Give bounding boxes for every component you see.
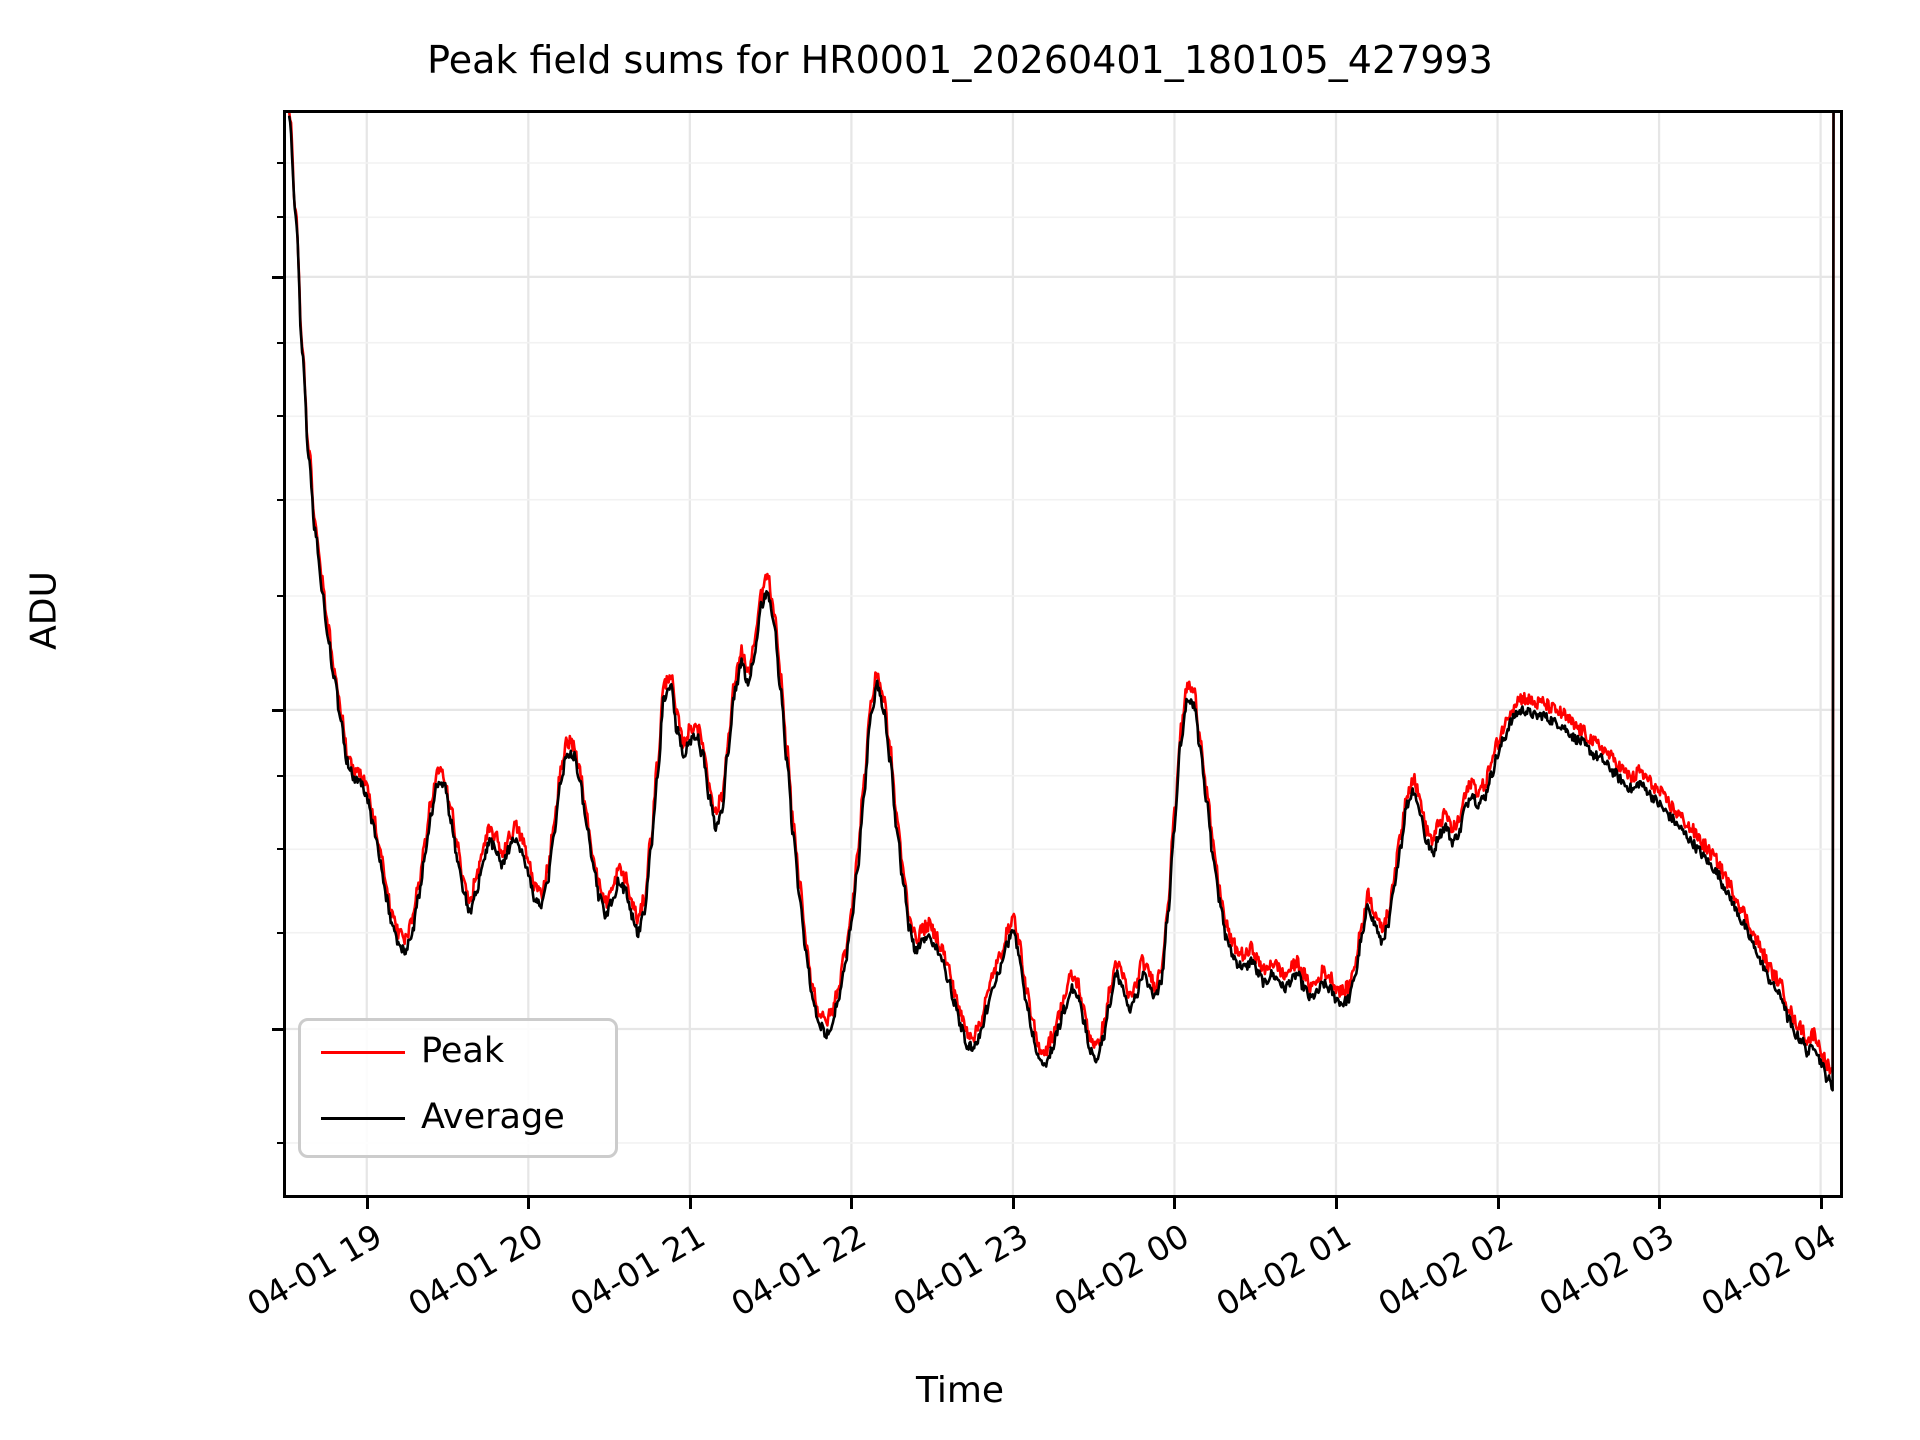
y-tick-mark [272, 1028, 283, 1032]
x-tick-mark [1011, 1198, 1015, 1209]
x-tick-mark [1658, 1198, 1662, 1209]
y-tick-mark [272, 275, 283, 279]
x-tick-mark [1173, 1198, 1177, 1209]
x-tick-mark [1496, 1198, 1500, 1209]
plot-svg [286, 113, 1840, 1195]
y-tick-mark-minor [277, 931, 283, 934]
chart-title: Peak field sums for HR0001_20260401_1801… [427, 38, 1493, 82]
legend-label-peak: Peak [421, 1031, 505, 1071]
y-tick-mark-minor [277, 415, 283, 418]
y-tick-mark-minor [277, 595, 283, 597]
legend-label-average: Average [421, 1097, 565, 1137]
y-tick-mark [272, 708, 283, 712]
x-tick-mark [365, 1198, 369, 1209]
y-tick-mark-minor [277, 162, 283, 164]
x-tick-mark [1819, 1198, 1823, 1209]
y-tick-mark-minor [277, 216, 283, 219]
legend-swatch-peak [321, 1051, 405, 1054]
legend[interactable]: Peak Average [298, 1018, 618, 1158]
legend-swatch-average [321, 1117, 405, 1120]
legend-entry-peak: Peak [301, 1025, 615, 1081]
y-tick-mark-minor [277, 774, 283, 777]
y-tick-mark-minor [277, 498, 283, 501]
x-tick-mark [850, 1198, 854, 1209]
legend-entry-average: Average [301, 1091, 615, 1147]
x-tick-mark [1335, 1198, 1338, 1209]
y-tick-mark-minor [277, 848, 283, 851]
x-tick-mark [527, 1198, 531, 1209]
y-tick-mark-minor [277, 341, 283, 344]
y-tick-mark-minor [277, 1141, 283, 1144]
plot-area [283, 110, 1843, 1198]
x-tick-mark [688, 1198, 692, 1209]
x-axis-label: Time [915, 1370, 1005, 1411]
